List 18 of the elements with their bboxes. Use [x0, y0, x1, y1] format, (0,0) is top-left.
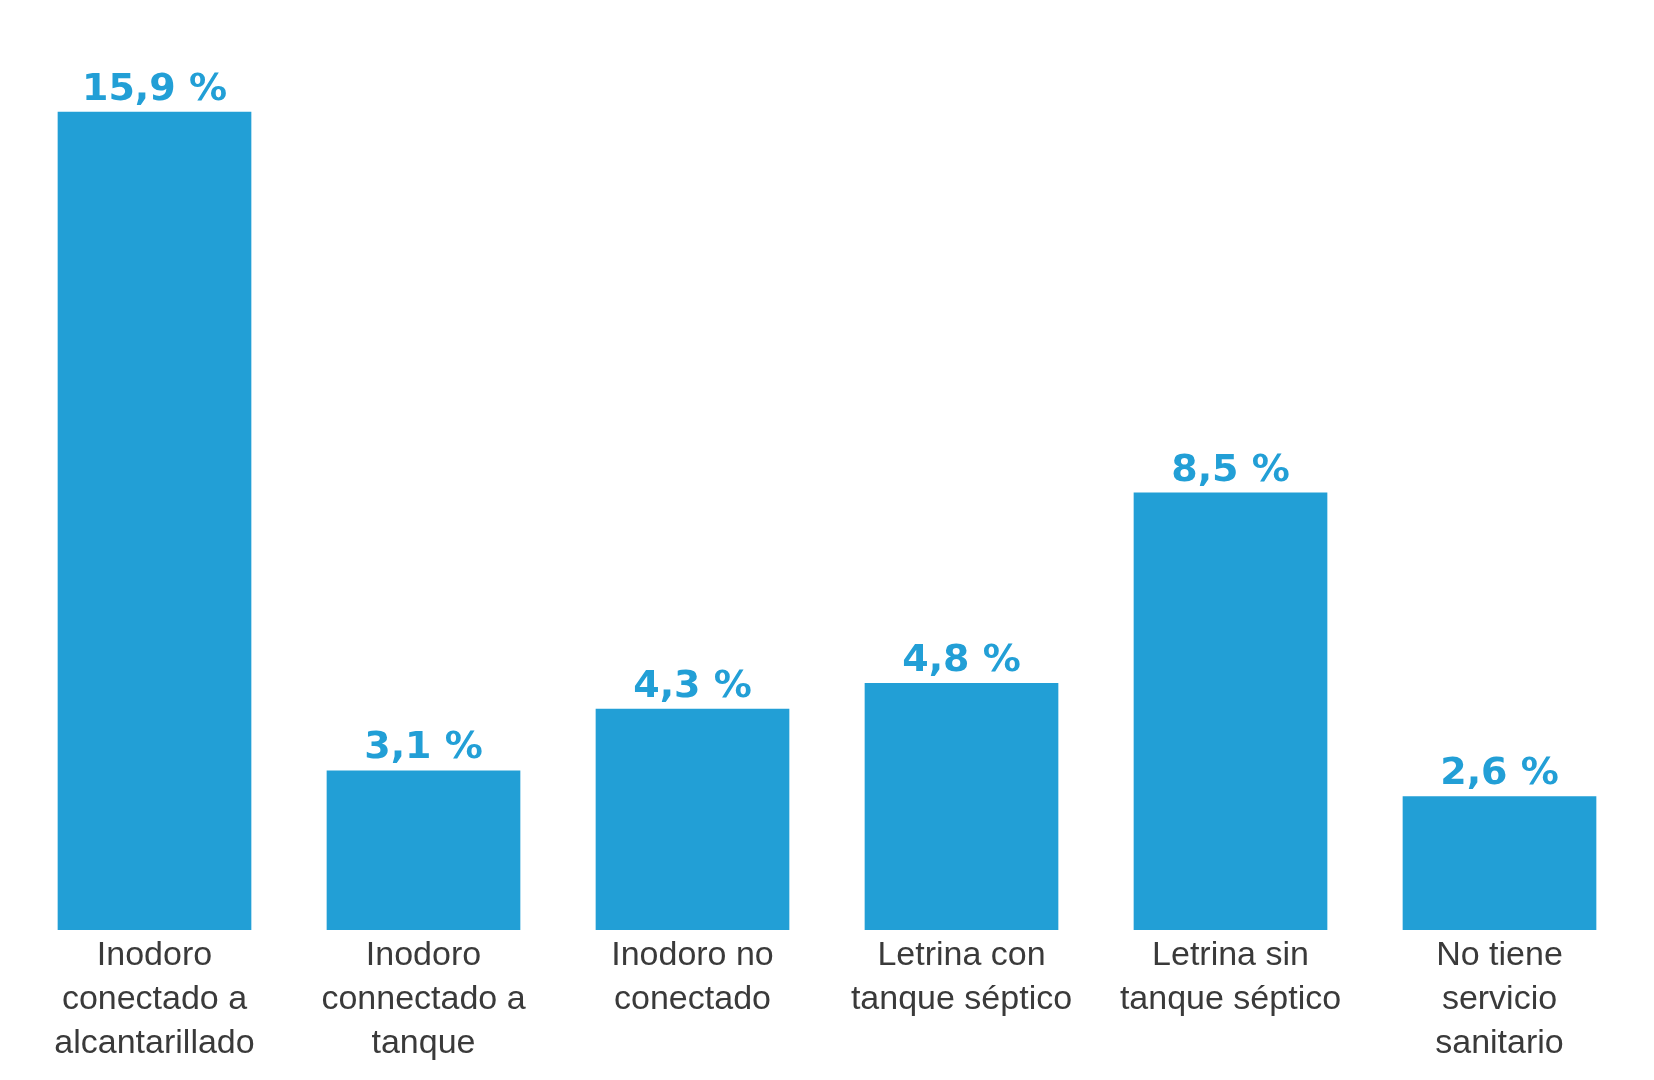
x-tick-label: Letrina sin tanque séptico: [1119, 934, 1342, 1017]
x-tick-label: Inodoro no conectado: [611, 934, 774, 1017]
bar: [1133, 492, 1328, 930]
bar: [864, 683, 1059, 930]
data-label: 8,5 %: [1171, 445, 1290, 490]
bar: [595, 708, 790, 930]
data-label: 15,9 %: [81, 64, 228, 109]
x-tick-label: Letrina con tanque séptico: [850, 934, 1073, 1017]
data-label: 4,8 %: [902, 636, 1021, 680]
data-label: 2,6 %: [1440, 749, 1559, 794]
x-tick-label: Inodoro connectado a tanque: [321, 934, 526, 1061]
bar: [57, 111, 252, 930]
data-label: 4,3 %: [633, 661, 752, 706]
bar: [326, 770, 521, 930]
x-tick-label: No tiene servicio sanitario: [1435, 934, 1564, 1061]
bar: [1402, 796, 1597, 930]
data-label: 3,1 %: [364, 723, 483, 768]
x-tick-label: Inodoro conectado a alcantarillado: [54, 934, 255, 1061]
